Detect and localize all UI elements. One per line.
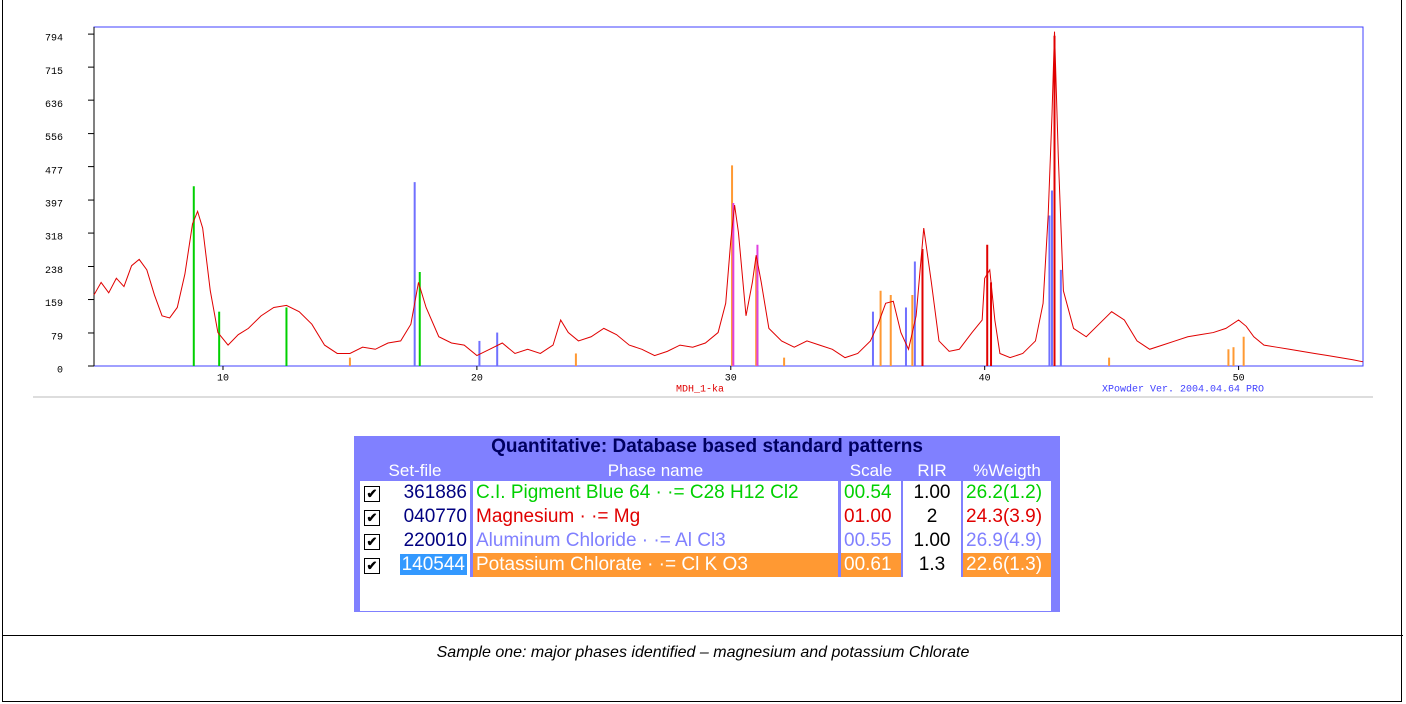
checkbox[interactable]: ✔: [364, 486, 380, 502]
y-tick-label: 318: [45, 233, 63, 244]
selected-cell[interactable]: 140544: [399, 554, 467, 575]
column-header: RIR: [917, 461, 947, 480]
table-filler: [360, 577, 1051, 611]
caption: Sample one: major phases identified – ma…: [436, 644, 970, 661]
y-tick-label: 556: [45, 133, 63, 144]
annotation: MDH_1-ka: [676, 384, 724, 396]
x-tick-label: 30: [725, 374, 737, 385]
x-tick-label: 20: [471, 374, 483, 385]
x-tick-label: 10: [217, 374, 229, 385]
table-title: Quantitative: Database based standard pa…: [491, 436, 923, 457]
table-cell: 01.00: [841, 505, 901, 529]
y-tick-label: 794: [45, 34, 63, 45]
table-cell: 1.00: [903, 529, 961, 553]
diffraction-trace: [93, 31, 1364, 363]
column-header: %Weigth: [973, 461, 1041, 480]
phase-name: Aluminum Chloride · ·= Al Cl3: [473, 529, 838, 553]
y-tick-label: 159: [45, 299, 63, 310]
phase-name: Magnesium · ·= Mg: [473, 505, 838, 529]
table: Quantitative: Database based standard pa…: [354, 436, 1060, 612]
table-cell: 22.6(1.3): [963, 553, 1051, 577]
annotation: XPowder Ver. 2004.04.64 PRO: [1102, 384, 1264, 396]
table-cell: 00.61: [841, 553, 901, 577]
table-cell: 24.3(3.9): [963, 505, 1051, 529]
table-cell: 26.2(1.2): [963, 481, 1051, 505]
column-header: Set-file: [388, 461, 442, 480]
table-cell: 00.55: [841, 529, 901, 553]
plot-frame: [93, 26, 1364, 367]
column-header: Phase name: [607, 461, 704, 480]
checkbox[interactable]: ✔: [364, 510, 380, 526]
table-cell: 1.3: [903, 553, 961, 577]
table-cell: 1.00: [903, 481, 961, 505]
y-tick-label: 715: [45, 67, 63, 78]
chart: MDH_1-ka XPowder Ver. 2004.04.64 PRO 0 79…: [33, 26, 1373, 398]
table-cell: 00.54: [841, 481, 901, 505]
column-header: Scale: [849, 461, 893, 480]
y-tick-label: 238: [45, 266, 63, 277]
y-tick-label: 397: [45, 200, 63, 211]
table-cell: 2: [903, 505, 961, 529]
y-tick-label: 0: [57, 366, 63, 377]
phase-name: Potassium Chlorate · ·= Cl K O3: [473, 553, 838, 577]
checkbox[interactable]: ✔: [364, 558, 380, 574]
x-tick-label: 40: [979, 374, 991, 385]
table-cell: 26.9(4.9): [963, 529, 1051, 553]
separator: [3, 635, 1403, 636]
phase-name: C.I. Pigment Blue 64 · ·= C28 H12 Cl2: [473, 481, 838, 505]
y-tick-label: 477: [45, 166, 63, 177]
x-tick-label: 50: [1233, 374, 1245, 385]
y-tick-label: 636: [45, 100, 63, 111]
checkbox[interactable]: ✔: [364, 534, 380, 550]
y-tick-label: 79: [51, 333, 63, 344]
